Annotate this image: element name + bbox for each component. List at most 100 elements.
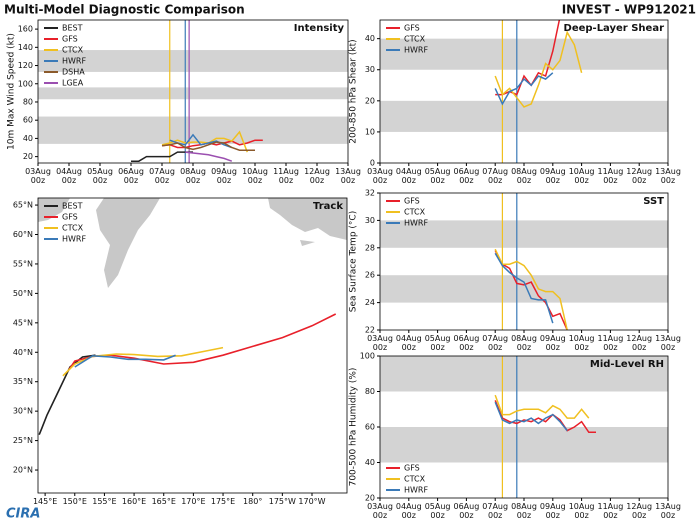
frame (37, 197, 348, 494)
y-tick-label: 40 (365, 34, 375, 43)
x-tick-label: 03Aug 00z (367, 167, 393, 185)
y-tick-label: 28 (365, 243, 375, 252)
y-tick-label: 0 (370, 159, 375, 168)
band (38, 50, 348, 72)
series-line (169, 133, 233, 149)
band (380, 100, 668, 132)
band (380, 38, 668, 70)
land-kamchatka (96, 198, 160, 288)
y-tick-label: 30 (365, 65, 375, 74)
plot-area (380, 356, 668, 498)
x-tick-label: 06Aug 00z (453, 502, 480, 520)
series-line (74, 354, 176, 368)
x-tick-label: 150°E (62, 497, 87, 506)
x-tick-label: 04Aug 00z (56, 167, 82, 185)
y-tick-label: 10 (365, 127, 375, 136)
x-tick-label: 12Aug 00z (626, 167, 653, 185)
x-tick-label: 09Aug 00z (539, 502, 566, 520)
x-tick-label: 06Aug 00z (118, 167, 144, 185)
y-tick-label: 55°N (13, 259, 33, 268)
x-tick-label: 08Aug 00z (511, 334, 537, 352)
legend-label: LGEA (62, 79, 84, 88)
x-tick-label: 04Aug 00z (395, 334, 422, 352)
x-tick-label: 12Aug 00z (626, 502, 653, 520)
x-tick-label: 13Aug 00z (655, 334, 681, 352)
legend-label: HWRF (404, 486, 428, 495)
x-tick-label: 09Aug 00z (539, 334, 566, 352)
y-axis-label: 700-500 hPa Humidity (%) (349, 368, 359, 487)
legend-label: BEST (62, 24, 83, 33)
x-tick-label: 05Aug 00z (87, 167, 113, 185)
x-tick-label: 11Aug 00z (597, 502, 624, 520)
x-tick-label: 175°E (210, 497, 236, 506)
x-tick-label: 03Aug 00z (25, 167, 51, 185)
series-line (495, 20, 561, 96)
x-tick-label: 06Aug 00z (453, 167, 480, 185)
x-tick-label: 10Aug 00z (568, 334, 595, 352)
legend-label: CTCX (62, 46, 84, 55)
x-tick-label: 10Aug 00z (568, 167, 595, 185)
x-tick-label: 07Aug 00z (482, 502, 509, 520)
y-axis-label: Sea Surface Temp (°C) (349, 211, 359, 312)
legend-label: HWRF (404, 219, 428, 228)
y-tick-label: 25°N (13, 436, 33, 445)
legend-label: CTCX (404, 475, 426, 484)
y-tick-label: 20 (365, 494, 375, 503)
storm-id: INVEST - WP912021 (562, 3, 696, 17)
x-tick-label: 13Aug 00z (655, 502, 681, 520)
y-tick-label: 60 (365, 423, 375, 432)
y-tick-label: 100 (18, 79, 33, 88)
x-tick-label: 08Aug 00z (511, 502, 537, 520)
series-line (131, 151, 193, 162)
x-tick-label: 07Aug 00z (149, 167, 175, 185)
legend-label: GFS (62, 213, 78, 222)
y-tick-label: 80 (23, 97, 33, 106)
panel-title: Track (313, 201, 343, 212)
legend-label: GFS (404, 197, 420, 206)
x-tick-label: 05Aug 00z (424, 334, 451, 352)
series-line (494, 401, 568, 432)
band (38, 87, 348, 100)
legend-label: CTCX (404, 35, 426, 44)
x-tick-label: 06Aug 00z (453, 334, 480, 352)
y-tick-label: 80 (365, 387, 375, 396)
y-axis-label: 10m Max Wind Speed (kt) (7, 33, 17, 150)
x-tick-label: 175°W (268, 497, 296, 506)
legend-label: GFS (404, 464, 420, 473)
land (38, 198, 347, 288)
series-line (161, 141, 255, 151)
x-tick-label: 145°E (32, 497, 58, 506)
y-tick-label: 20 (365, 96, 375, 105)
y-tick-label: 45°N (13, 318, 33, 327)
series-line (494, 30, 583, 108)
y-tick-label: 22 (365, 326, 375, 335)
band (380, 220, 668, 248)
panel-title: Intensity (294, 23, 345, 34)
x-tick-label: 03Aug 00z (367, 334, 393, 352)
y-tick-label: 32 (365, 189, 375, 198)
x-tick-label: 04Aug 00z (395, 167, 422, 185)
logo: CIRA (6, 507, 40, 522)
series-line (185, 151, 233, 162)
x-tick-label: 13Aug 00z (655, 167, 681, 185)
x-tick-label: 11Aug 00z (597, 167, 624, 185)
x-tick-label: 11Aug 00z (597, 334, 624, 352)
x-tick-label: 170°E (181, 497, 206, 506)
x-tick-label: 07Aug 00z (482, 167, 509, 185)
y-tick-label: 26 (365, 271, 375, 280)
x-tick-label: 04Aug 00z (395, 502, 422, 520)
legend-label: CTCX (62, 224, 84, 233)
series-line (68, 313, 337, 371)
series-line (38, 354, 96, 436)
series-line (494, 248, 568, 330)
legend-label: HWRF (62, 57, 86, 66)
x-tick-label: 155°E (92, 497, 117, 506)
y-tick-label: 60 (23, 116, 33, 125)
x-tick-label: 180° (243, 497, 263, 506)
y-tick-label: 100 (360, 352, 375, 361)
panel-title: SST (643, 196, 664, 207)
legend-label: HWRF (62, 235, 86, 244)
x-tick-label: 03Aug 00z (367, 502, 393, 520)
